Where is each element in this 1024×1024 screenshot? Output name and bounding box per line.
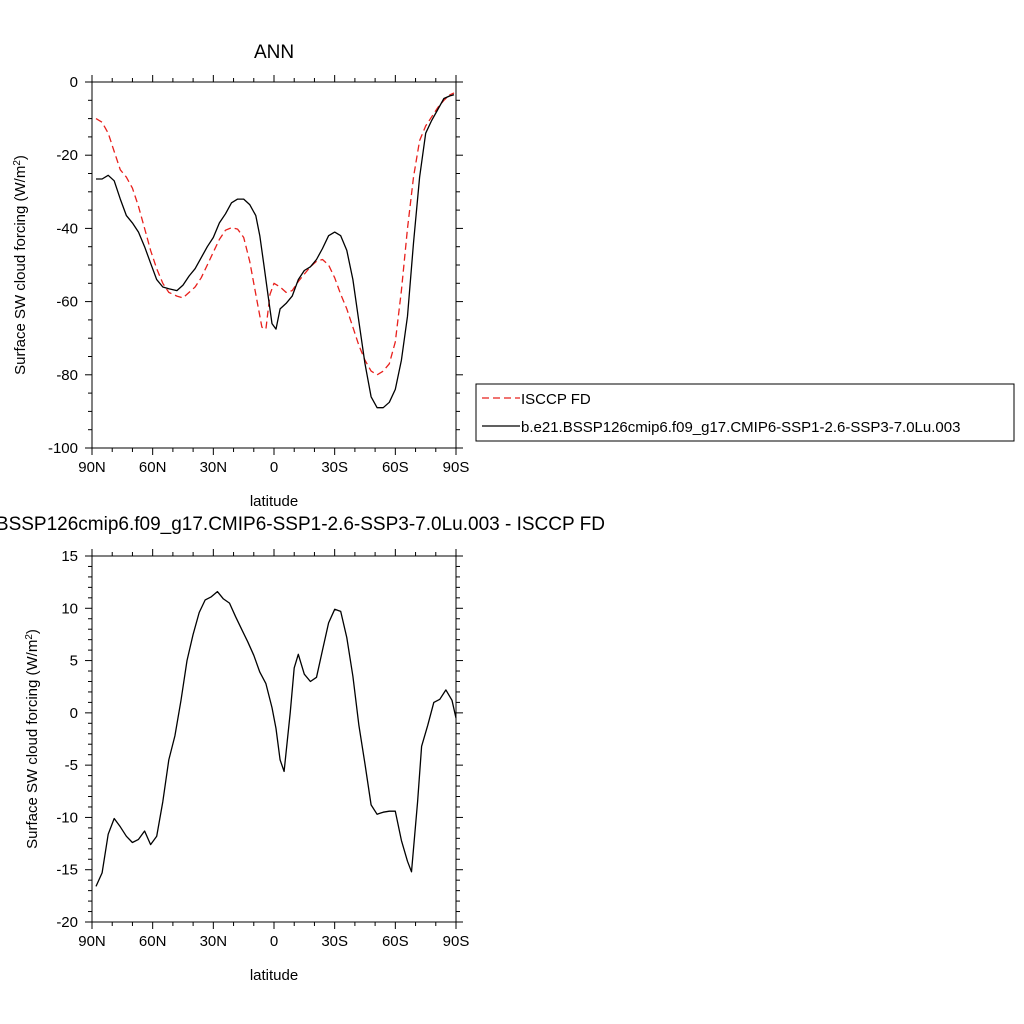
x-tick-label: 90N — [78, 933, 106, 950]
x-tick-label: 60N — [139, 459, 167, 476]
series-lines — [95, 590, 457, 887]
x-axis-label: latitude — [250, 493, 298, 510]
y-tick-label: -15 — [56, 862, 78, 879]
x-tick-label: 30S — [321, 459, 348, 476]
y-axis-label-close: ) — [12, 155, 29, 160]
legend-label-model: b.e21.BSSP126cmip6.f09_g17.CMIP6-SSP1-2.… — [521, 419, 960, 436]
y-tick-label: -40 — [56, 220, 78, 237]
legend: ISCCP FD b.e21.BSSP126cmip6.f09_g17.CMIP… — [475, 383, 1015, 442]
x-tick-labels: 90N 60N 30N 0 30S 60S 90S — [78, 459, 469, 476]
chart-title: ANN — [254, 42, 294, 63]
series-lines — [95, 92, 455, 409]
y-tick-labels: 0 -20 -40 -60 -80 -100 — [48, 74, 78, 457]
y-tick-label: -10 — [56, 809, 78, 826]
x-tick-label: 30S — [321, 933, 348, 950]
y-tick-label: 0 — [70, 705, 78, 722]
x-tick-label: 90N — [78, 459, 106, 476]
y-axis-label-sup: 2 — [12, 160, 23, 166]
x-tick-label: 0 — [270, 459, 278, 476]
x-tick-label: 90S — [443, 459, 470, 476]
legend-label-isccp: ISCCP FD — [521, 391, 591, 408]
series-line-0 — [95, 590, 457, 887]
tick-marks — [85, 549, 463, 929]
chart-title: b.e21.BSSP126cmip6.f09_g17.CMIP6-SSP1-2.… — [0, 514, 605, 535]
y-axis-label: Surface SW cloud forcing (W/m2) — [24, 629, 42, 849]
y-tick-label: 15 — [61, 548, 78, 565]
y-tick-label: 0 — [70, 74, 78, 91]
x-tick-label: 60S — [382, 459, 409, 476]
y-tick-label: -20 — [56, 914, 78, 931]
x-tick-label: 90S — [443, 933, 470, 950]
y-axis-label: Surface SW cloud forcing (W/m2) — [12, 155, 30, 375]
y-axis-label-text: Surface SW cloud forcing (W/m — [24, 640, 41, 849]
x-tick-label: 60N — [139, 933, 167, 950]
y-tick-label: 10 — [61, 600, 78, 617]
x-tick-label: 60S — [382, 933, 409, 950]
x-tick-label: 0 — [270, 933, 278, 950]
y-axis-label-close: ) — [24, 629, 41, 634]
y-tick-labels: 15 10 5 0 -5 -10 -15 -20 — [56, 548, 78, 931]
x-tick-labels: 90N 60N 30N 0 30S 60S 90S — [78, 933, 469, 950]
panel-bottom: b.e21.BSSP126cmip6.f09_g17.CMIP6-SSP1-2.… — [0, 514, 605, 984]
x-tick-label: 30N — [200, 933, 228, 950]
y-tick-label: -60 — [56, 294, 78, 311]
y-axis-label-text: Surface SW cloud forcing (W/m — [12, 166, 29, 375]
legend-box — [475, 383, 1015, 442]
tick-marks — [85, 75, 463, 455]
y-tick-label: -80 — [56, 367, 78, 384]
series-line-0 — [95, 92, 455, 376]
y-tick-label: -5 — [65, 757, 78, 774]
x-axis-label: latitude — [250, 967, 298, 984]
y-tick-label: 5 — [70, 653, 78, 670]
x-tick-label: 30N — [200, 459, 228, 476]
series-line-1 — [96, 94, 455, 409]
y-tick-label: -100 — [48, 440, 78, 457]
y-axis-label-sup: 2 — [24, 634, 35, 640]
y-tick-label: -20 — [56, 147, 78, 164]
panel-top: ANN 90N 60N 30N 0 30S 60S 90S 0 -20 -40 -60 -80 -10… — [12, 42, 1015, 510]
